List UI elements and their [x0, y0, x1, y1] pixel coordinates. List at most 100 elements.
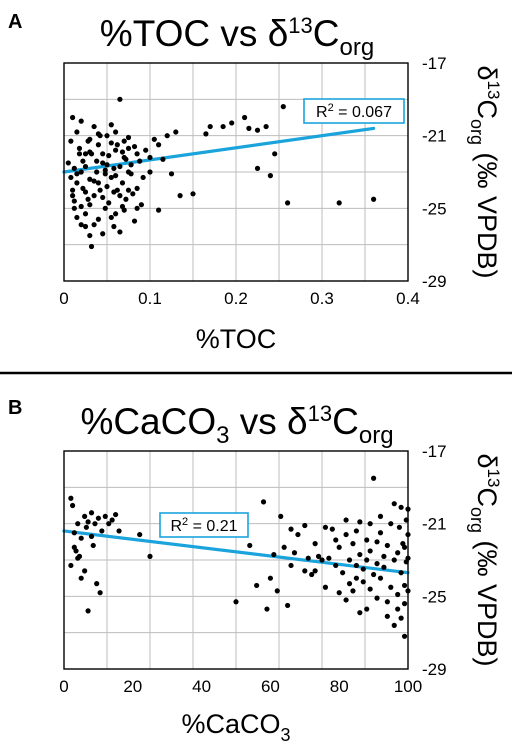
panel-a-data-point [91, 222, 97, 228]
panel-b-data-point [374, 595, 380, 601]
panel-b-data-point [267, 575, 273, 581]
panel-a-data-point [160, 156, 166, 162]
panel-a-data-point [70, 114, 76, 121]
panel-a-data-point [117, 229, 123, 235]
panel-a-data-point [87, 176, 93, 182]
panel-b-data-point [333, 562, 339, 569]
panel-a-data-point [78, 118, 84, 124]
panel-a-title-main: %TOC vs δ [100, 13, 289, 54]
panel-a-r2-label: R2 = 0.067 [316, 102, 392, 121]
panel-b-y-tick-label: -21 [422, 515, 447, 534]
panel-a-y-ticks: -17 -21 -25 -29 [422, 54, 447, 291]
panel-b-data-point [357, 610, 363, 616]
panel-b-data-point [401, 601, 408, 607]
panel-b-data-point [85, 519, 91, 525]
panel-b-title-main: %CaCO [80, 401, 216, 442]
panel-a-data-point [100, 194, 106, 201]
panel-a-data-point [128, 171, 134, 177]
panel-b-data-point [247, 542, 253, 549]
panel-a-data-point [111, 165, 117, 171]
panel-a-data-point [140, 174, 146, 181]
panel-a-data-point [128, 162, 134, 168]
panel-a-data-point [94, 169, 100, 175]
panel-b-data-point [395, 591, 401, 598]
panel-b-data-point [75, 555, 81, 561]
panel-b-xlabel-main: %CaCO [181, 709, 280, 739]
panel-a-data-point [104, 133, 110, 139]
panel-a-data-point [164, 133, 170, 139]
panel-b-r2-label: R2 = 0.21 [170, 516, 237, 535]
panel-a-data-point [113, 211, 119, 217]
panel-a-data-point [190, 191, 196, 197]
panel-b-data-point [113, 511, 119, 518]
panel-b-data-point [90, 542, 96, 549]
panel-b-x-label: %CaCO3 [181, 709, 290, 745]
panel-a-r2-rest: = 0.067 [334, 104, 392, 121]
panel-a-data-point [130, 191, 136, 197]
panel-a-data-point [371, 196, 377, 202]
panel-b-data-point [288, 562, 294, 569]
panel-b-data-point [353, 562, 359, 569]
panel-b-data-point [291, 550, 298, 556]
panel-a-x-tick-label: 0.3 [310, 289, 334, 308]
panel-a-data-point [207, 123, 213, 130]
panel-b-ylabel-base: C [472, 487, 502, 507]
panel-a-data-point [113, 173, 119, 179]
panel-a-data-point [91, 193, 97, 199]
panel-b-data-point [288, 526, 294, 532]
panel-a-data-point [147, 154, 153, 161]
panel-a-data-point [123, 156, 129, 162]
panel-b-data-point [315, 553, 322, 559]
panel-a-data-point [95, 180, 101, 186]
panel-b-r2-rest: = 0.21 [188, 518, 237, 535]
panel-b-data-point [88, 533, 95, 539]
panel-b-data-point [137, 531, 143, 538]
panel-a-regression [62, 126, 376, 174]
panel-a-x-tick-label: 0.2 [224, 289, 248, 308]
panel-b-data-point [106, 521, 112, 527]
panel-a-data-point [111, 223, 117, 230]
panel-b-letter: B [8, 397, 22, 419]
panel-a-data-point [108, 174, 114, 181]
panel-b-data-point [350, 541, 356, 547]
panel-a-data-point [125, 145, 132, 151]
panel-b-data-point [384, 613, 390, 619]
panel-a-y-tick-label: -17 [422, 54, 447, 73]
panel-a-data-point [285, 200, 291, 206]
panel-b-title-base: C [332, 401, 359, 442]
panel-b-data-point [312, 541, 318, 547]
panel-a-data-point [117, 163, 123, 170]
panel-b-data-point [388, 521, 394, 527]
panel-b-data-point [396, 524, 402, 530]
panel-b-data-point [395, 606, 401, 612]
panel-a-ylabel-rest: (‰ VPDB) [472, 145, 502, 279]
panel-a-data-point [203, 131, 209, 137]
panel-b-data-point [333, 537, 339, 543]
panel-a-ylabel-sub: org [467, 119, 487, 145]
panel-a-data-point [106, 153, 112, 159]
panel-a-data-point [87, 232, 93, 239]
panel-b-data-point [398, 615, 404, 621]
panel-a-data-point [173, 129, 179, 135]
panel-b-data-point [398, 570, 404, 576]
panel-b-data-point [82, 568, 88, 574]
panel-a-data-point [254, 127, 261, 133]
panel-b-data-point [360, 579, 366, 585]
panel-b-data-point [381, 564, 387, 570]
panel-a-data-point [88, 243, 95, 250]
panel-b-data-point [260, 499, 267, 505]
panel-b-y-label: δ13Corg (‰ VPDB) [467, 454, 503, 667]
panel-b-data-point [357, 519, 363, 525]
panel-b-data-point [343, 597, 349, 603]
panel-b-data-point [364, 557, 370, 563]
panel-b-data-point [377, 530, 384, 536]
panel-a-x-tick-label: 0.4 [396, 289, 420, 308]
panel-a-data-point [280, 104, 286, 110]
panel-b-data-point [85, 608, 91, 614]
panel-b-data-point [353, 575, 359, 581]
panel-a-data-point [100, 231, 106, 237]
panel-a-data-point [70, 187, 76, 193]
panel-a-data-point [76, 145, 83, 151]
panel-b-data-point [274, 588, 280, 594]
